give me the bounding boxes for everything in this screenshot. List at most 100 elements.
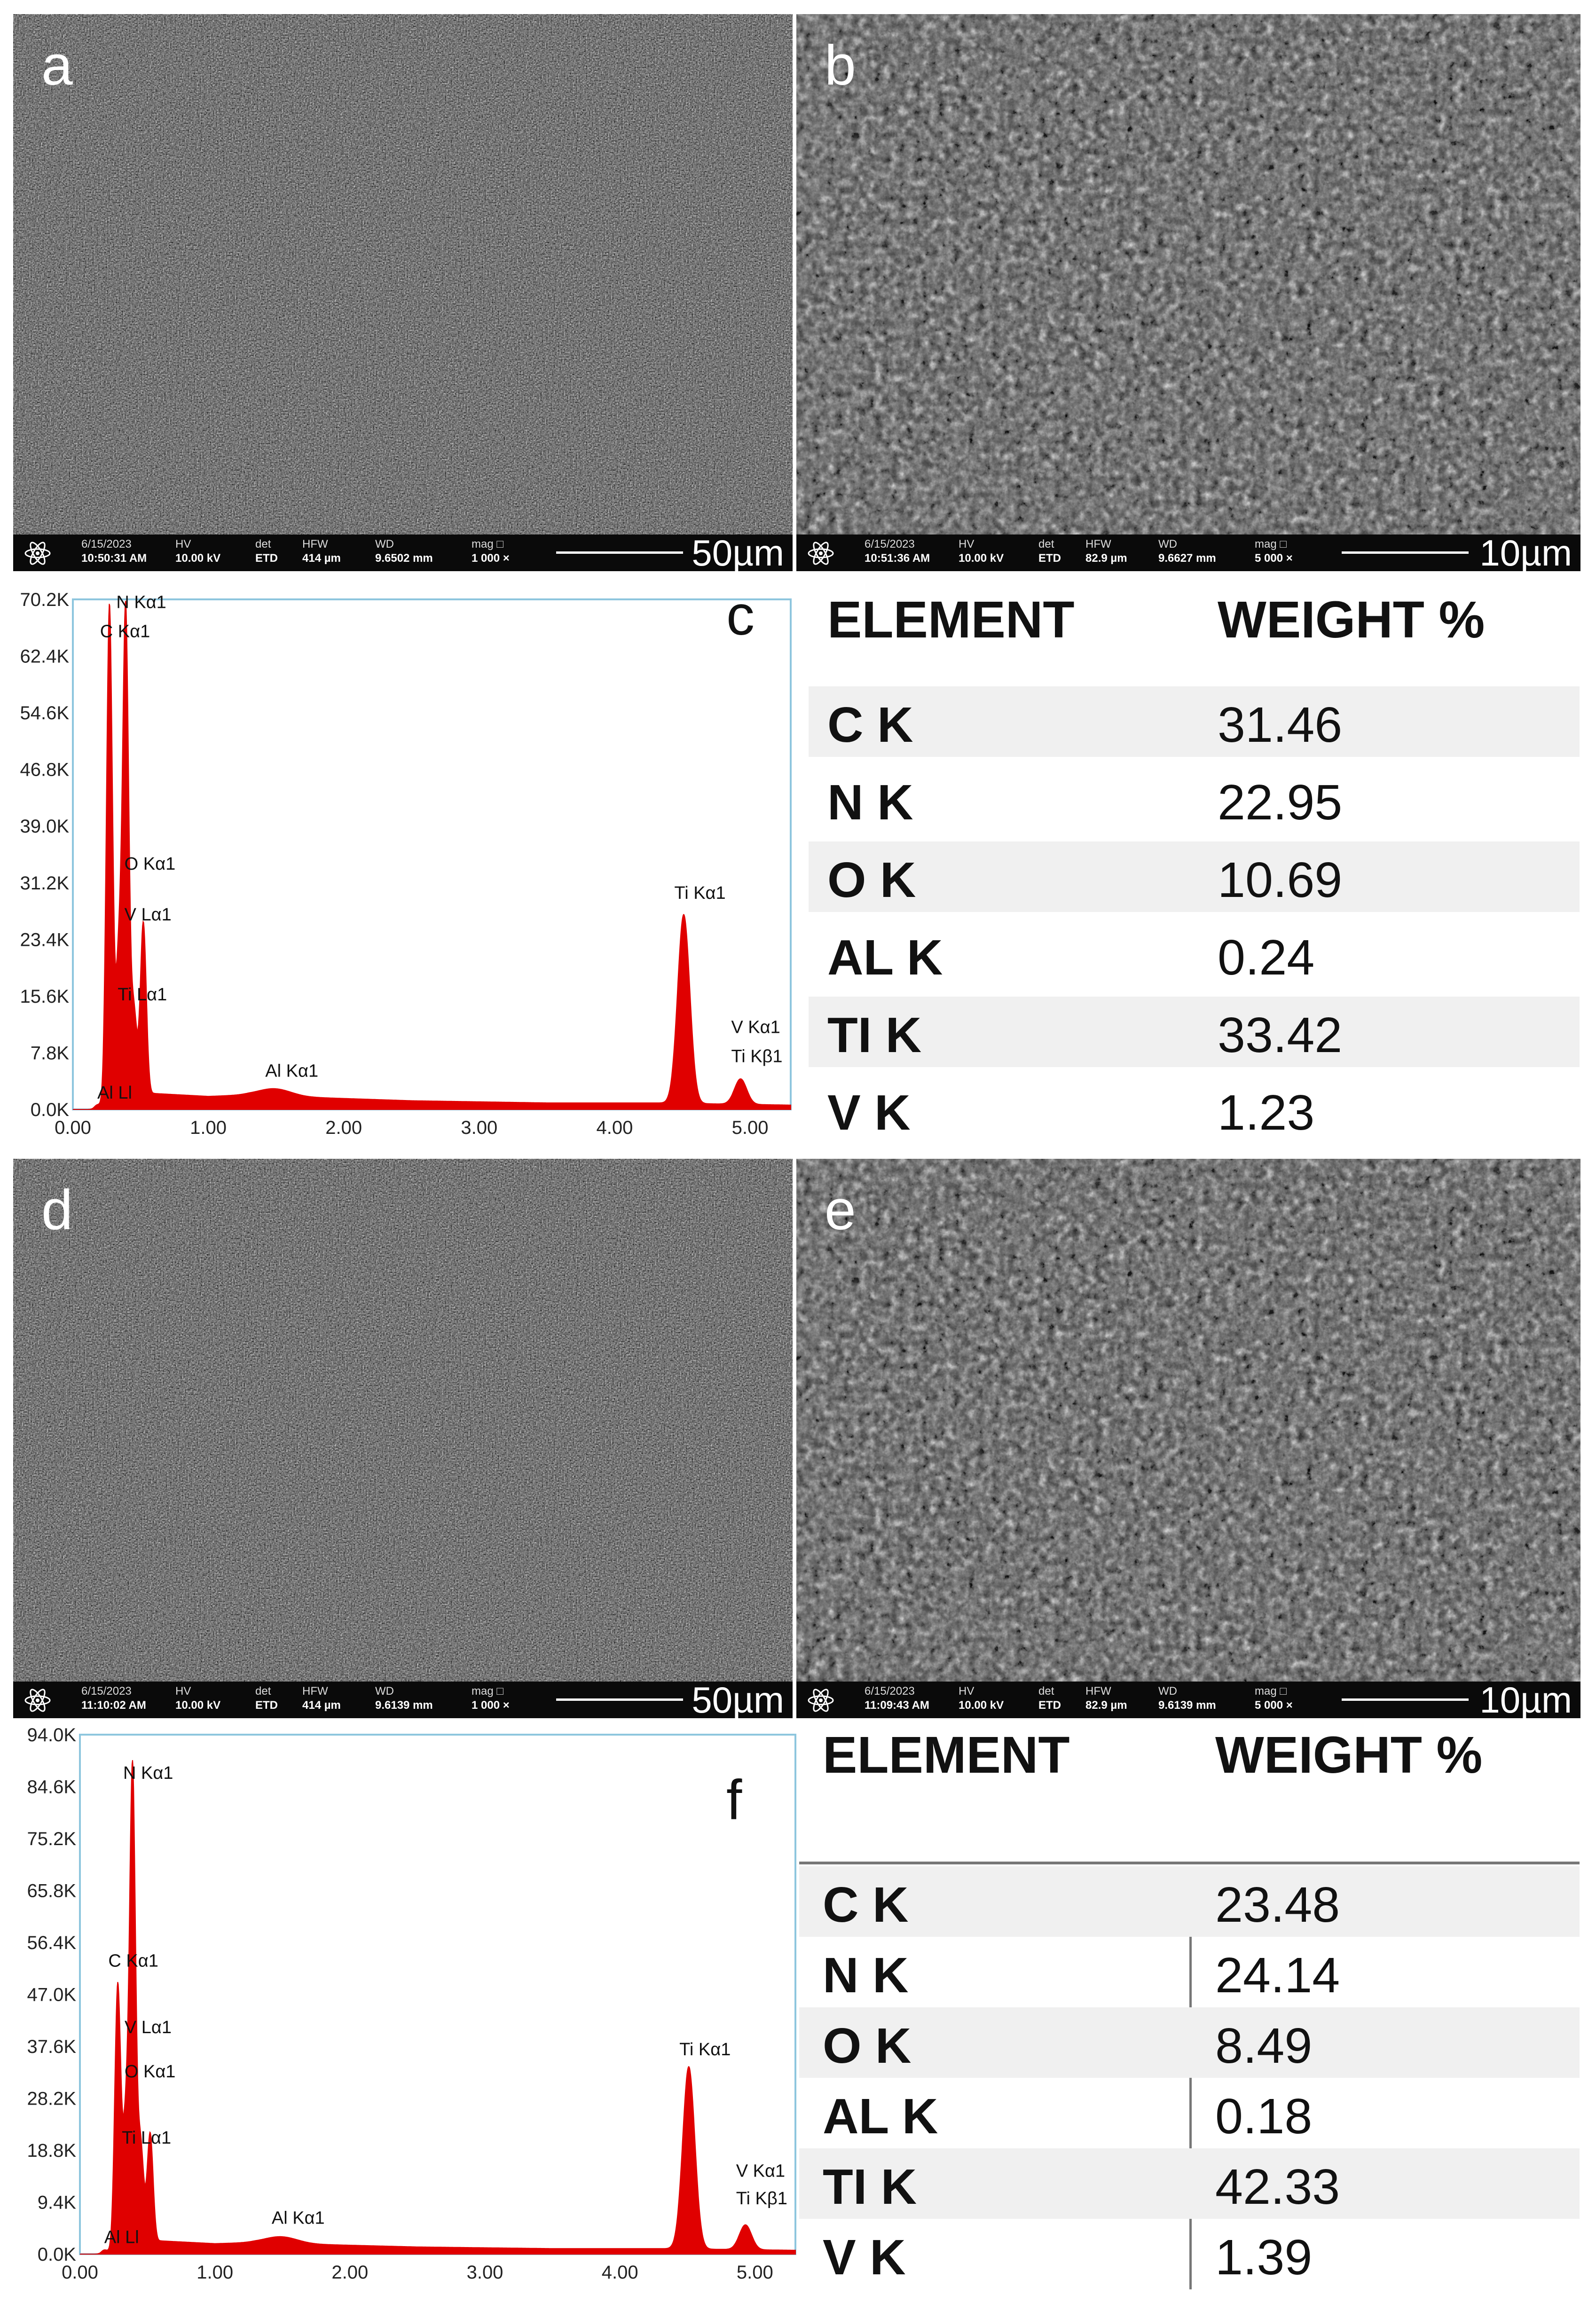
- table-row: TI K 42.33: [799, 2148, 1580, 2219]
- scale-label: 50µm: [692, 532, 784, 571]
- sem-image-b: b 6/15/2023 10:51:36 AM HV 10.00 kV det ETD…: [796, 14, 1580, 571]
- sem-texture: [13, 14, 793, 534]
- panel-letter: f: [726, 1769, 742, 1831]
- peak-label: Al Ll: [104, 2227, 139, 2247]
- x-tick-label: 0.00: [62, 2262, 98, 2283]
- scale-bar: [556, 1698, 683, 1701]
- y-tick-label: 65.8K: [27, 1881, 76, 1902]
- wd-field: WD 9.6139 mm: [1158, 1685, 1216, 1712]
- peak-label: V Kα1: [731, 1018, 780, 1038]
- x-tick-label: 2.00: [331, 2262, 368, 2283]
- y-tick-label: 9.4K: [38, 2193, 77, 2213]
- x-tick-label: 2.00: [325, 1117, 362, 1138]
- panel-letter: c: [726, 585, 755, 647]
- panel-letter: d: [41, 1179, 73, 1242]
- x-tick-label: 1.00: [190, 1117, 227, 1138]
- x-tick-label: 5.00: [737, 2262, 773, 2283]
- table-row: C K 31.46: [809, 686, 1580, 757]
- y-tick-label: 0.0K: [31, 1100, 70, 1120]
- scale-bar: [1342, 1698, 1469, 1701]
- peak-label: Ti Kβ1: [731, 1047, 782, 1067]
- peak-label: Al Ll: [97, 1083, 132, 1103]
- peak-label: N Kα1: [116, 593, 166, 613]
- weight-table-f: ELEMENT WEIGHT % C K 23.48 N K 24.14 O K 8.…: [799, 1725, 1580, 2299]
- weight-table-c: ELEMENT WEIGHT % C K 31.46 N K 22.95 O K 10…: [809, 585, 1580, 1149]
- y-tick-label: 70.2K: [20, 590, 69, 610]
- table-row: AL K 0.24: [827, 930, 1315, 985]
- date-time: 6/15/2023 11:10:02 AM: [81, 1685, 146, 1712]
- atom-logo-icon: [24, 1689, 51, 1712]
- peak-label: V Kα1: [736, 2161, 785, 2181]
- spectrum-series: [80, 1760, 796, 2255]
- eds-spectrum-c: 0.0K 7.8K 15.6K 23.4K 31.2K 39.0K 46.8K 54.6K 62…: [20, 585, 792, 1138]
- sem-info-bar: 6/15/2023 11:10:02 AM HV 10.00 kV det ETD H…: [13, 1679, 793, 1718]
- x-tick-label: 3.00: [467, 2262, 503, 2283]
- y-tick-label: 46.8K: [20, 760, 69, 780]
- hfw-field: HFW 414 µm: [302, 1685, 341, 1712]
- mag-field: mag □ 5 000 ×: [1255, 1685, 1293, 1712]
- scale-label: 50µm: [692, 1679, 784, 1718]
- panel-letter: b: [825, 34, 856, 97]
- wd-field: WD 9.6627 mm: [1158, 538, 1216, 565]
- scale-bar: [556, 551, 683, 554]
- x-tick-label: 5.00: [732, 1117, 769, 1138]
- peak-label: C Kα1: [108, 1951, 158, 1971]
- x-tick-label: 4.00: [597, 1117, 633, 1138]
- table-row: V K 1.39: [823, 2230, 1313, 2285]
- date-time: 6/15/2023 10:51:36 AM: [865, 538, 930, 565]
- sem-info-bar: 6/15/2023 10:51:36 AM HV 10.00 kV det ETD H…: [796, 532, 1580, 571]
- y-tick-label: 56.4K: [27, 1933, 76, 1953]
- atom-logo-icon: [808, 542, 834, 565]
- table-row: AL K 0.18: [823, 2089, 1313, 2144]
- date-time: 6/15/2023 11:09:43 AM: [865, 1685, 929, 1712]
- hv-field: HV 10.00 kV: [959, 538, 1004, 565]
- scale-label: 10µm: [1479, 532, 1572, 571]
- eds-spectrum-f: 0.0K 9.4K 18.8K 28.2K 37.6K 47.0K 56.4K 65.8K 75…: [27, 1725, 796, 2283]
- peak-label: O Kα1: [125, 2062, 176, 2082]
- y-tick-label: 84.6K: [27, 1777, 76, 1798]
- peak-label: O Kα1: [125, 854, 176, 874]
- peak-label: V Lα1: [125, 905, 172, 925]
- hv-field: HV 10.00 kV: [175, 1685, 221, 1712]
- sem-image-a: a 6/15/2023 10:50:31 AM HV 10.00 kV det ETD…: [13, 14, 793, 571]
- mag-field: mag □ 5 000 ×: [1255, 538, 1293, 565]
- table-rule: [799, 1862, 1580, 1864]
- peak-label: Ti Lα1: [122, 2128, 171, 2148]
- table-row: N K 22.95: [827, 775, 1343, 830]
- hv-field: HV 10.00 kV: [175, 538, 221, 565]
- sem-texture: [13, 1159, 793, 1682]
- peak-label: Ti Lα1: [118, 985, 167, 1005]
- sem-info-bar: 6/15/2023 10:50:31 AM HV 10.00 kV det ETD H…: [13, 532, 793, 571]
- y-tick-label: 75.2K: [27, 1829, 76, 1849]
- column-divider: [1189, 1937, 1192, 2007]
- x-tick-label: 0.00: [55, 1117, 91, 1138]
- peak-label: V Lα1: [125, 2018, 172, 2037]
- det-field: det ETD: [255, 1685, 278, 1712]
- scale-label: 10µm: [1479, 1679, 1572, 1718]
- spectrum-series: [73, 601, 791, 1110]
- panel-letter: a: [41, 34, 73, 97]
- peak-label: Al Kα1: [272, 2208, 325, 2228]
- y-tick-label: 18.8K: [27, 2140, 76, 2161]
- y-tick-label: 62.4K: [20, 646, 69, 667]
- date-time: 6/15/2023 10:50:31 AM: [81, 538, 147, 565]
- sem-texture: [796, 1159, 1580, 1682]
- y-tick-label: 37.6K: [27, 2036, 76, 2057]
- hfw-field: HFW 82.9 µm: [1085, 1685, 1127, 1712]
- wd-field: WD 9.6502 mm: [375, 538, 433, 565]
- table-row: O K 8.49: [799, 2007, 1580, 2078]
- hfw-field: HFW 414 µm: [302, 538, 341, 565]
- peak-label: N Kα1: [123, 1763, 173, 1783]
- y-tick-label: 0.0K: [38, 2244, 77, 2265]
- y-tick-label: 54.6K: [20, 703, 69, 723]
- y-tick-label: 31.2K: [20, 873, 69, 894]
- panel-letter: e: [825, 1179, 856, 1242]
- column-divider: [1189, 2219, 1192, 2289]
- y-tick-label: 15.6K: [20, 986, 69, 1007]
- sem-texture: [796, 14, 1580, 534]
- mag-field: mag □ 1 000 ×: [472, 1685, 510, 1712]
- peak-label: Ti Kα1: [679, 2040, 731, 2059]
- y-tick-label: 39.0K: [20, 816, 69, 837]
- table-row: C K 23.48: [799, 1866, 1580, 1937]
- scale-bar: [1342, 551, 1469, 554]
